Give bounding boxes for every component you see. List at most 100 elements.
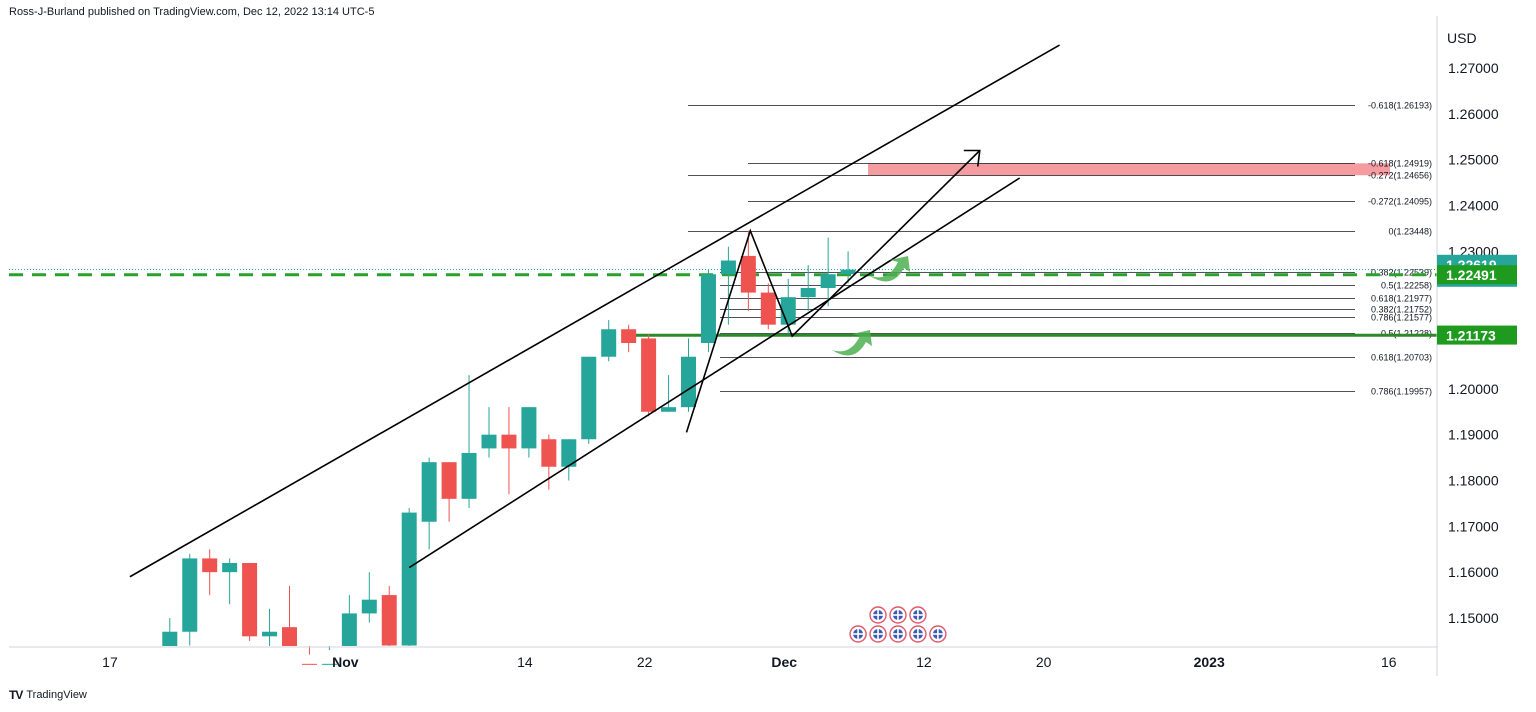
candle [820, 237, 836, 307]
candle-body [182, 558, 198, 632]
y-tick-label: 1.15000 [1448, 610, 1499, 626]
candle-body [501, 434, 517, 449]
candle-body [461, 453, 477, 499]
candle [162, 618, 178, 646]
price-label-value: 1.21173 [1446, 328, 1496, 344]
x-tick-label: 22 [637, 654, 653, 670]
candle-body [641, 338, 657, 412]
economic-event-icon [849, 625, 867, 643]
candle [401, 508, 417, 646]
candle-body [262, 631, 278, 637]
candle-body [321, 663, 337, 665]
candle-body [361, 599, 377, 614]
candle-body [720, 260, 736, 275]
candle-body [521, 407, 537, 449]
curved-arrow-icon [870, 256, 910, 282]
y-tick-label: 1.26000 [1448, 106, 1499, 122]
fib-label: -0.272(1.24095) [1368, 197, 1432, 207]
x-tick-label: Nov [332, 654, 359, 670]
candle [361, 572, 377, 623]
candle [700, 269, 716, 353]
candle [381, 585, 397, 646]
curved-arrow-icon [832, 330, 872, 356]
axes-layer: USD 1.270001.260001.250001.240001.230001… [9, 16, 1499, 676]
event-icons-layer [849, 606, 947, 643]
fib-label: 0.786(1.19957) [1371, 387, 1432, 397]
y-tick-label: 1.16000 [1448, 564, 1499, 580]
price-label-tag [1437, 265, 1517, 285]
publisher-header: Ross-J-Burland published on TradingView.… [9, 6, 375, 18]
y-tick-label: 1.24000 [1448, 198, 1499, 214]
y-tick-label: 1.17000 [1448, 518, 1499, 534]
y-tick-label: 1.25000 [1448, 152, 1499, 168]
candle-body [541, 439, 557, 467]
currency-label: USD [1447, 30, 1477, 46]
footer-brand-label: TradingView [26, 689, 87, 701]
candle [501, 407, 517, 495]
x-tick-label: 20 [1036, 654, 1052, 670]
candle [561, 439, 577, 481]
economic-event-icon [929, 625, 947, 643]
fib-label: 0.5(1.22258) [1381, 281, 1432, 291]
projection-path [685, 149, 981, 433]
candle-body [840, 269, 856, 275]
x-tick-label: 2023 [1194, 654, 1225, 670]
candle-body [222, 563, 238, 573]
candle [461, 375, 477, 508]
candle [202, 549, 218, 596]
channel-upper-line [129, 44, 1060, 578]
candle-body [162, 631, 178, 646]
candle [441, 462, 457, 522]
candle [182, 553, 198, 646]
candle-body [282, 627, 297, 646]
candle-body [820, 274, 836, 288]
price-label-tag [1437, 325, 1517, 345]
resistance-zone [868, 163, 1390, 176]
x-tick-label: 12 [916, 654, 932, 670]
fib-label: 0.382(1.21752) [1371, 305, 1432, 315]
y-tick-label: 1.27000 [1448, 60, 1499, 76]
y-tick-label: 1.20000 [1448, 381, 1499, 397]
candle [481, 407, 497, 458]
candle-body [681, 356, 696, 408]
candle [521, 407, 537, 458]
fib-label: -0.618(1.26193) [1368, 101, 1432, 111]
candle [661, 375, 677, 412]
fib-label: 0.382(1.22539) [1371, 268, 1432, 278]
horizontal-levels-layer [9, 269, 1437, 337]
candle [641, 333, 657, 417]
economic-event-icon [889, 625, 907, 643]
price-label-value: 1.22491 [1446, 267, 1497, 283]
candle-body [601, 329, 617, 357]
fib-label: -0.272(1.24656) [1368, 171, 1432, 181]
candle-body [242, 563, 258, 637]
candle-body [661, 407, 677, 412]
candle [262, 608, 278, 646]
candle [541, 434, 557, 490]
candle-body [561, 439, 577, 467]
economic-event-icon [869, 625, 887, 643]
candles-layer [162, 230, 856, 665]
resistance-zone-layer [868, 163, 1390, 176]
fib-label: 0.786(1.21577) [1371, 313, 1432, 323]
candle-body [401, 512, 417, 646]
candle-body [301, 663, 317, 665]
candle-body [381, 595, 397, 646]
candle [740, 230, 756, 311]
y-tick-label: 1.18000 [1448, 473, 1499, 489]
candle [720, 246, 736, 325]
candle [282, 585, 297, 646]
candle [601, 320, 617, 362]
channel-lower-line [408, 177, 1021, 569]
candle-body [700, 274, 716, 343]
economic-event-icon [869, 606, 887, 624]
y-tick-label: 1.19000 [1448, 427, 1499, 443]
candle [421, 457, 437, 550]
candle [301, 646, 317, 665]
footer-brand[interactable]: TV TradingView [9, 688, 87, 702]
candle-body [800, 288, 816, 298]
candle-body [421, 462, 437, 522]
fib-label: 0.5(1.21228) [1381, 329, 1432, 339]
